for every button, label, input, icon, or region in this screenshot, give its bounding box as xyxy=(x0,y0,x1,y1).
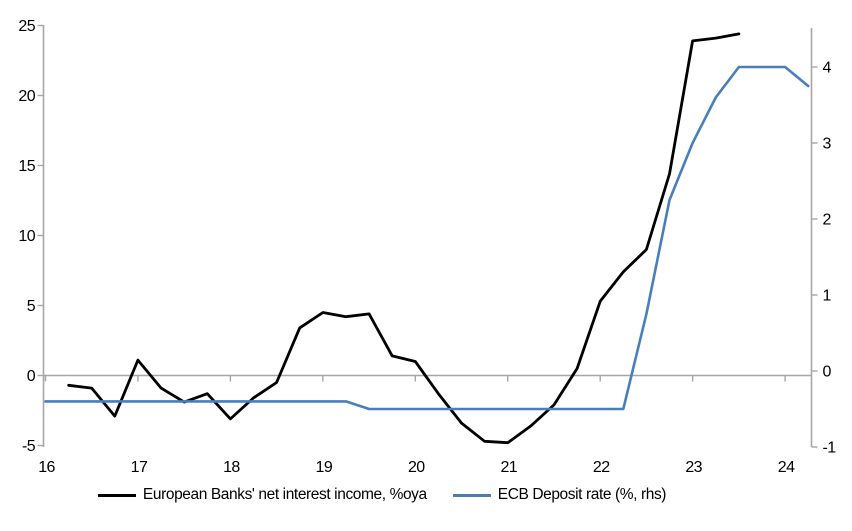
left-axis-tick-label: 25 xyxy=(18,18,35,35)
nii-legend-label: European Banks' net interest income, %oy… xyxy=(142,486,427,503)
right-axis-tick-label: 3 xyxy=(823,136,832,153)
right-axis-tick-label: -1 xyxy=(823,440,837,457)
left-axis-tick-label: 20 xyxy=(18,88,35,105)
x-axis-tick-label: 19 xyxy=(316,459,333,476)
right-axis-tick-label: 2 xyxy=(823,212,832,229)
x-axis-tick-label: 18 xyxy=(223,459,240,476)
left-axis-tick-label: -5 xyxy=(22,438,36,455)
ecb-line-swatch xyxy=(452,493,491,497)
right-axis-tick-label: 4 xyxy=(823,60,832,77)
x-axis-tick-label: 16 xyxy=(38,459,55,476)
x-axis-tick-label: 21 xyxy=(500,459,517,476)
x-axis-tick-label: 24 xyxy=(778,459,795,476)
ecb-deposit-rate-line xyxy=(44,65,810,411)
ecb-legend-label: ECB Deposit rate (%, rhs) xyxy=(497,486,667,503)
nii-line-swatch xyxy=(97,493,136,497)
nii-line xyxy=(67,32,741,445)
x-axis-tick-label: 20 xyxy=(408,459,425,476)
right-axis-tick-label: 0 xyxy=(823,364,832,381)
x-axis-tick-label: 22 xyxy=(593,459,610,476)
left-axis-tick-label: 5 xyxy=(27,298,36,315)
legend-item-ecb: ECB Deposit rate (%, rhs) xyxy=(452,486,667,504)
chart-legend: European Banks' net interest income, %oy… xyxy=(0,486,808,504)
left-axis-tick-label: 10 xyxy=(18,228,35,245)
x-axis-tick-label: 23 xyxy=(685,459,702,476)
legend-item-nii: European Banks' net interest income, %oy… xyxy=(97,486,427,504)
left-axis-tick-label: 15 xyxy=(18,158,35,175)
right-axis-tick-label: 1 xyxy=(823,288,832,305)
x-axis-tick-label: 17 xyxy=(131,459,148,476)
left-axis-tick-label: 0 xyxy=(27,368,36,385)
